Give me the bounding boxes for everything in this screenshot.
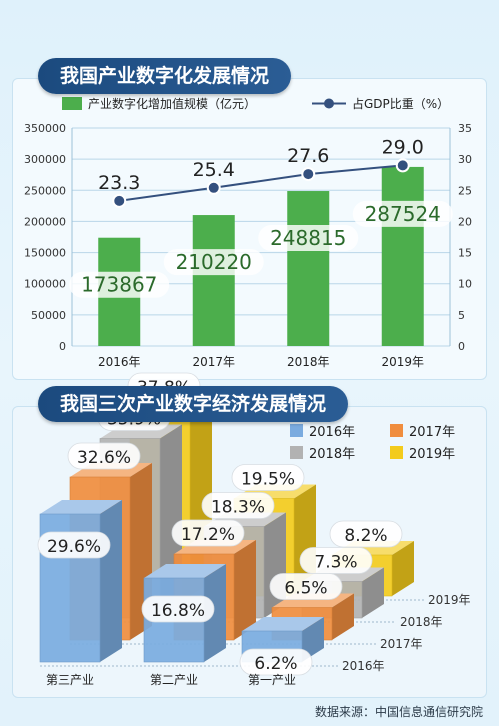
bar-label-badge <box>163 249 264 276</box>
depth-row-label: 2016年 <box>342 659 385 673</box>
legend-swatch <box>390 446 403 459</box>
y-left-tick-label: 0 <box>59 340 66 353</box>
bar-value-label: 32.6% <box>77 448 131 468</box>
line-point <box>395 158 410 173</box>
line-value-label: 23.3 <box>98 172 140 194</box>
legend-swatch <box>290 424 303 437</box>
y-left-tick-label: 250000 <box>24 184 66 197</box>
bar-value-label: 248815 <box>270 226 346 250</box>
depth-row-label: 2018年 <box>400 615 443 629</box>
category-label: 第三产业 <box>46 673 94 687</box>
bar-value-label: 29.6% <box>47 537 101 557</box>
bar-side-face <box>234 540 256 640</box>
bar-value-label: 6.2% <box>254 654 297 674</box>
line-value-label: 27.6 <box>287 145 329 167</box>
bar-top-face <box>40 500 122 514</box>
bar-top-face <box>242 617 324 631</box>
bar-label-badge <box>258 225 359 252</box>
chart1-title-banner: 我国产业数字化发展情况 <box>38 58 292 94</box>
bar-value-label: 16.8% <box>151 601 205 621</box>
legend-label: 2016年 <box>309 425 355 440</box>
x-tick-label: 2018年 <box>287 355 330 369</box>
legend-swatch-bar <box>62 97 82 110</box>
bar-label-badge <box>171 519 245 547</box>
y-right-tick-label: 15 <box>458 247 472 260</box>
y-right-tick-label: 30 <box>458 153 472 166</box>
y-right-tick-label: 25 <box>458 184 472 197</box>
line-point <box>206 180 221 195</box>
depth-row-label: 2019年 <box>428 593 471 607</box>
legend-label: 2017年 <box>409 425 455 440</box>
bar-label-badge <box>69 271 170 298</box>
line-point <box>301 167 316 182</box>
legend-label: 产业数字化增加值规模（亿元） <box>88 96 256 111</box>
legend-label: 2019年 <box>409 447 455 462</box>
bar-value-label: 18.3% <box>211 498 265 518</box>
legend-swatch-marker <box>324 98 334 109</box>
y-left-tick-label: 350000 <box>24 122 66 135</box>
bar <box>381 166 424 346</box>
bar-side-face <box>362 567 384 618</box>
chart2-title-banner: 我国三次产业数字经济发展情况 <box>38 386 349 422</box>
y-right-tick-label: 0 <box>458 340 465 353</box>
bar-label-badge <box>67 442 141 470</box>
line-point <box>112 193 127 208</box>
bar-label-badge <box>329 520 403 548</box>
y-left-tick-label: 150000 <box>24 247 66 260</box>
bar-side-face <box>302 617 324 662</box>
bar-value-label: 287524 <box>365 202 441 226</box>
bar-label-badge <box>352 200 453 227</box>
x-tick-label: 2019年 <box>381 355 424 369</box>
bar-value-label: 17.2% <box>181 525 235 545</box>
y-left-tick-label: 200000 <box>24 215 66 228</box>
bar-label-badge <box>37 531 111 559</box>
bar-label-badge <box>269 573 343 600</box>
bar-label-badge <box>231 464 305 491</box>
legend-label: 占GDP比重（%） <box>352 96 449 111</box>
bar-label-badge <box>239 648 313 676</box>
y-left-tick-label: 50000 <box>31 309 66 322</box>
legend-swatch <box>390 424 403 437</box>
x-tick-label: 2017年 <box>192 355 235 369</box>
y-left-tick-label: 300000 <box>24 153 66 166</box>
y-right-tick-label: 10 <box>458 278 472 291</box>
bar-label-badge <box>141 595 215 623</box>
y-left-tick-label: 100000 <box>24 278 66 291</box>
bar-value-label: 8.2% <box>344 526 387 546</box>
category-label: 第二产业 <box>150 673 198 687</box>
bar <box>192 215 235 346</box>
bar-label-badge <box>299 547 373 574</box>
bar-label-badge <box>201 492 275 519</box>
bar-value-label: 7.3% <box>314 553 357 573</box>
bar <box>287 191 330 346</box>
y-right-tick-label: 5 <box>458 309 465 322</box>
bar-side-face <box>204 564 226 662</box>
y-right-tick-label: 35 <box>458 122 472 135</box>
bar-value-label: 173867 <box>81 273 157 297</box>
series-line <box>119 164 403 202</box>
y-right-tick-label: 20 <box>458 215 472 228</box>
legend-swatch <box>290 446 303 459</box>
bar-value-label: 6.5% <box>284 579 327 599</box>
line-value-label: 29.0 <box>382 136 424 158</box>
bar-top-face <box>144 564 226 578</box>
x-tick-label: 2016年 <box>98 355 141 369</box>
legend-label: 2018年 <box>309 447 355 462</box>
bar-side-face <box>100 500 122 662</box>
bar-value-label: 210220 <box>176 250 252 274</box>
bar-value-label: 19.5% <box>241 470 295 490</box>
bar-side-face <box>332 593 354 640</box>
category-label: 第一产业 <box>248 673 296 687</box>
bar-side-face <box>392 541 414 596</box>
depth-row-label: 2017年 <box>380 637 423 651</box>
source-note: 数据来源：中国信息通信研究院 <box>314 705 483 719</box>
line-value-label: 25.4 <box>193 159 235 181</box>
chart1-svg: 0 50000 100000 150000 200000 250000 300000 3500… <box>24 96 472 369</box>
